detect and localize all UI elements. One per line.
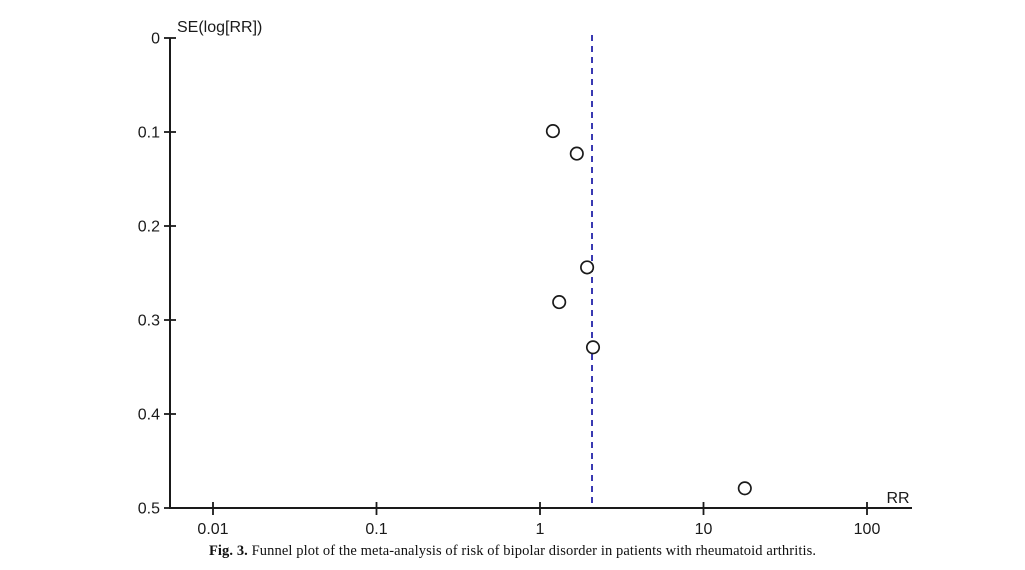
y-tick-label: 0.4 (138, 407, 160, 424)
data-point (552, 295, 567, 310)
data-point (569, 146, 584, 161)
figure-caption-label: Fig. 3. (208, 543, 248, 559)
y-tick-label: 0.3 (138, 313, 160, 330)
x-tick-label: 100 (854, 521, 881, 538)
y-tick-label: 0.1 (138, 125, 160, 142)
y-tick-label: 0.2 (138, 219, 160, 236)
data-point (580, 260, 595, 275)
figure-caption: Fig. 3. Funnel plot of the meta-analysis… (0, 543, 1025, 560)
funnel-plot-chart: 0 0.1 0.2 0.3 0.4 0.5 0.01 0.1 1 10 100 SE(log[RR])… (138, 19, 912, 538)
data-point (585, 340, 601, 355)
data-point (737, 481, 752, 496)
x-tick-label: 10 (695, 521, 713, 538)
x-tick-label: 0.1 (365, 521, 387, 538)
x-tick-label: 1 (536, 521, 545, 538)
y-tick-label: 0 (151, 31, 160, 48)
x-axis-title: RR (886, 490, 909, 507)
x-tick-label: 0.01 (197, 521, 228, 538)
figure-caption-text: Funnel plot of the meta-analysis of risk… (251, 543, 817, 559)
data-point (545, 124, 560, 139)
y-tick-label: 0.5 (138, 501, 160, 518)
y-axis-title: SE(log[RR]) (177, 19, 262, 36)
